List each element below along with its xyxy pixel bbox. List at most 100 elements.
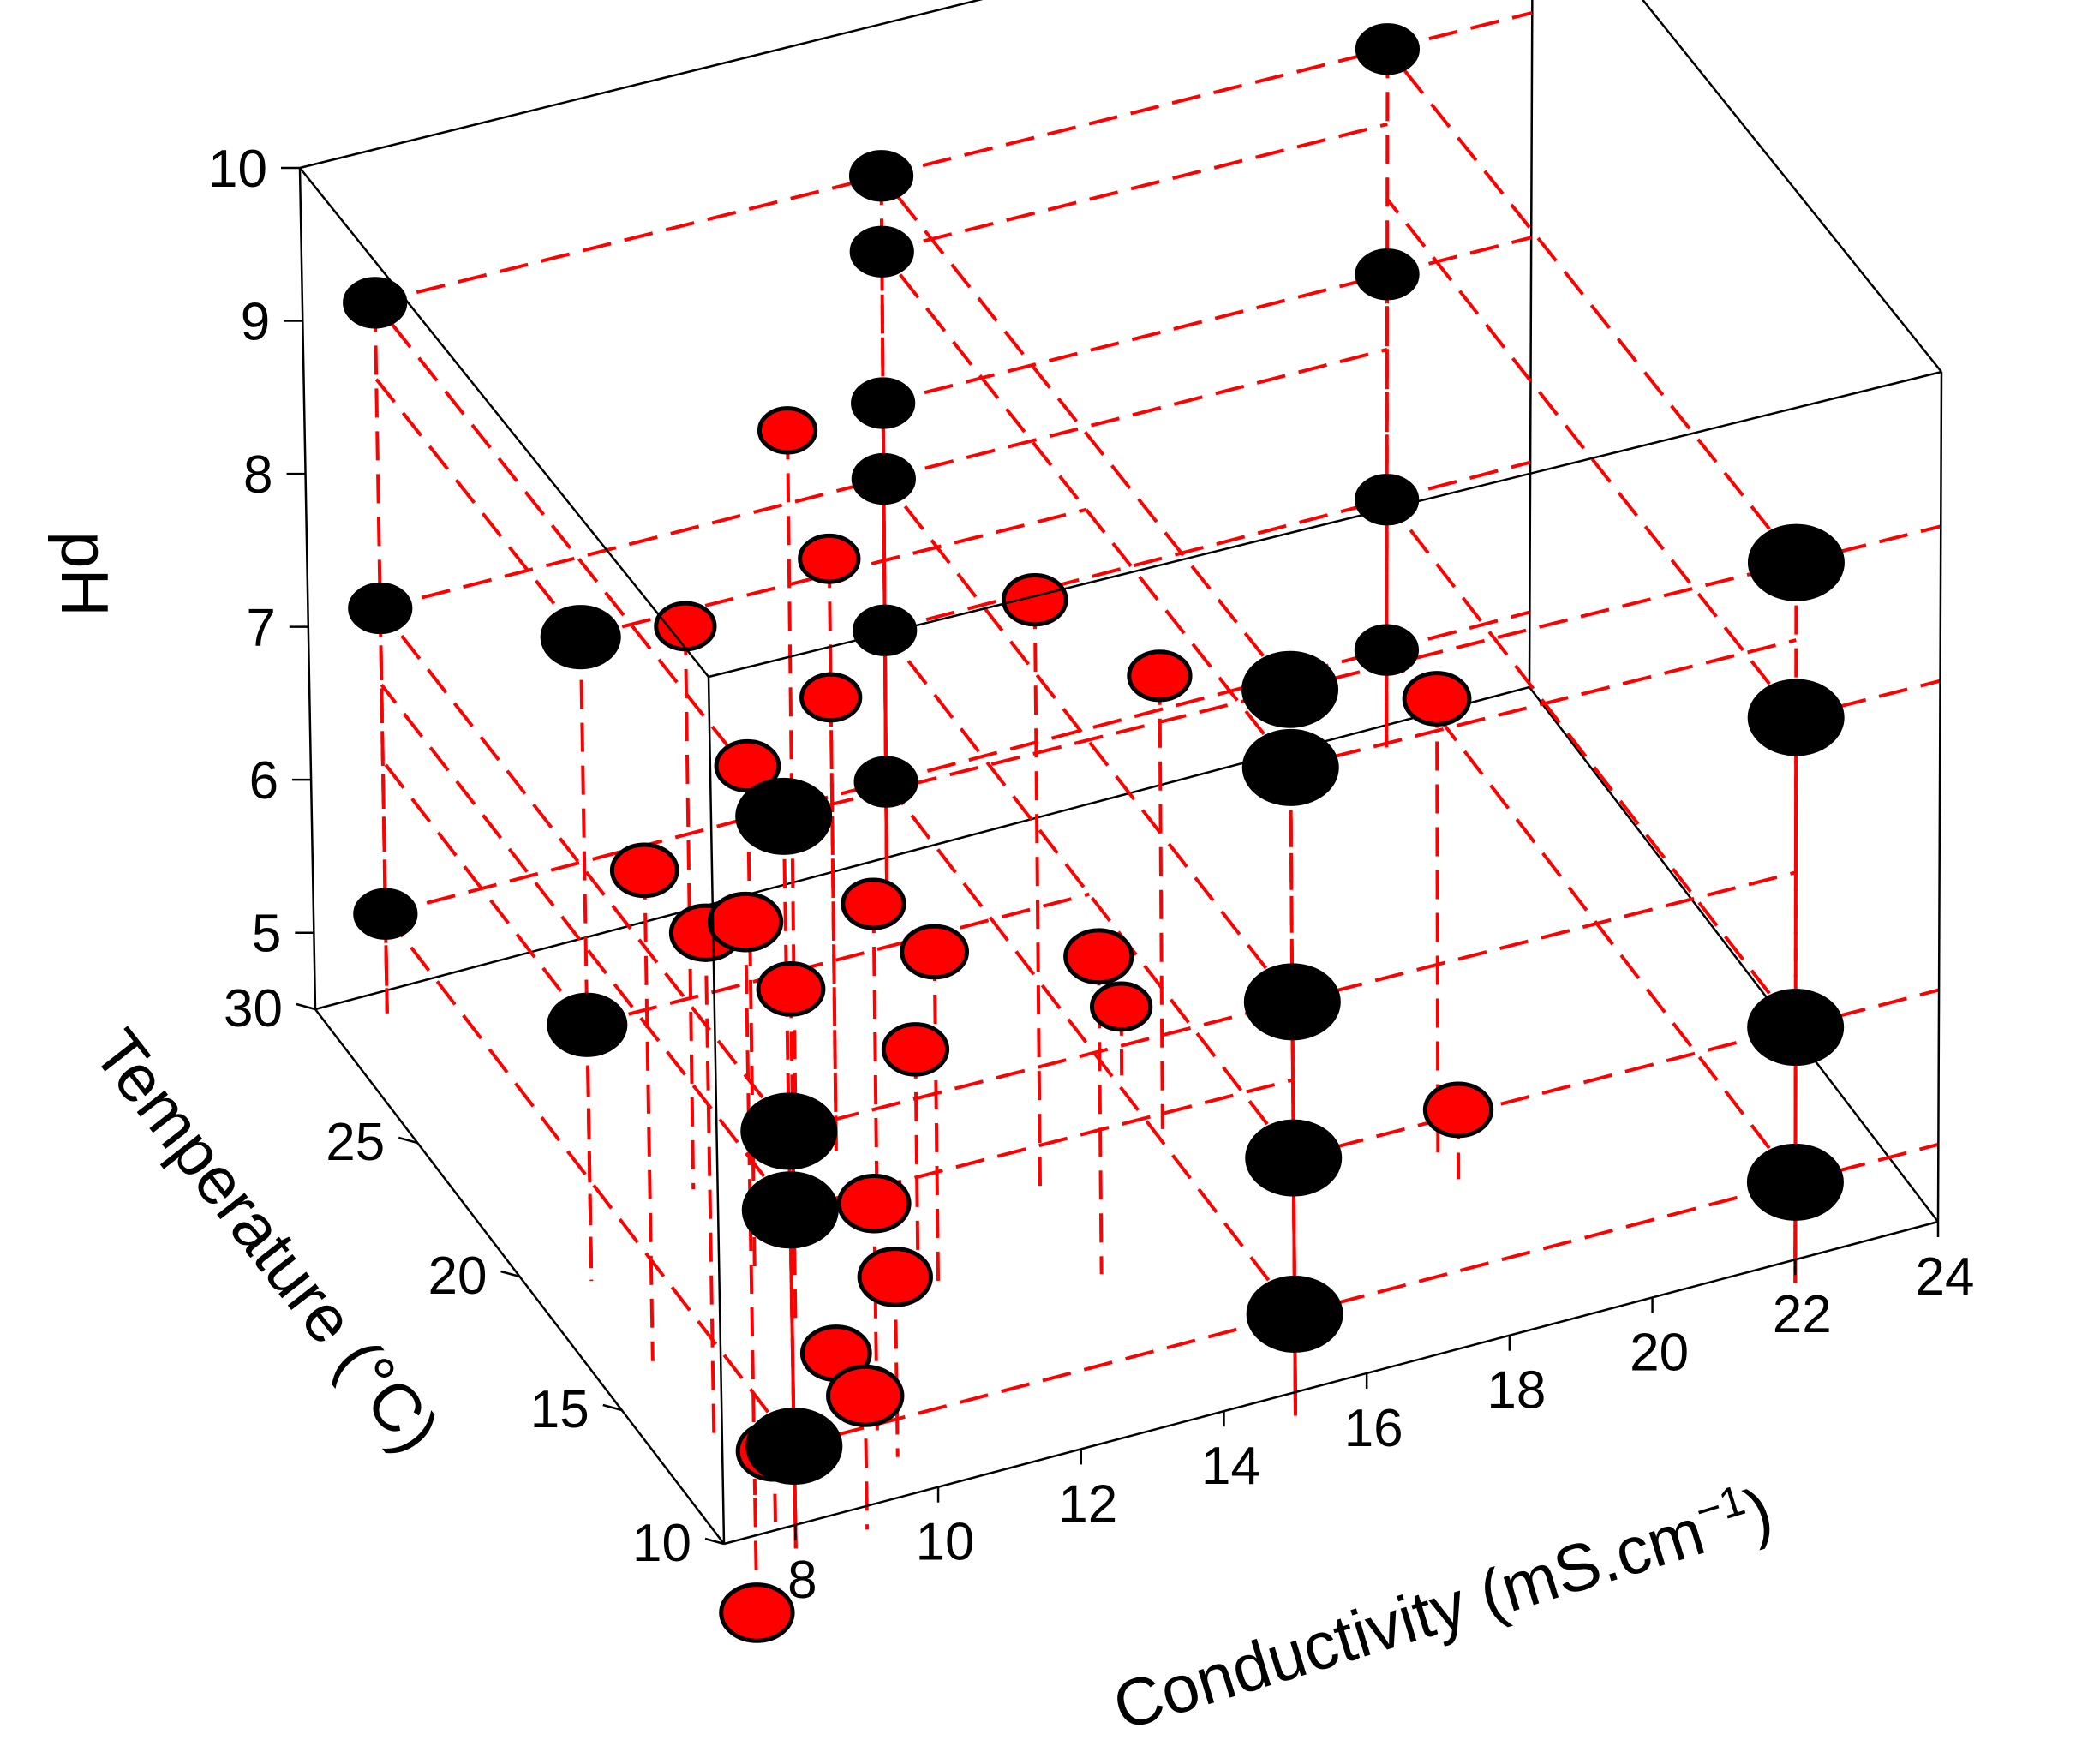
conductivity-tick-label: 10 bbox=[916, 1513, 975, 1572]
data-point-black bbox=[849, 225, 914, 278]
temperature-tick-label: 10 bbox=[632, 1514, 691, 1573]
data-point-black bbox=[741, 1171, 839, 1249]
plot-box-back-edges bbox=[298, 0, 1939, 1223]
ph-tick-label: 5 bbox=[252, 905, 281, 964]
data-point-red bbox=[756, 961, 826, 1017]
box-edge-back bbox=[298, 167, 317, 1010]
conductivity-tick-label: 16 bbox=[1344, 1399, 1403, 1458]
drop-line-vertical bbox=[786, 430, 798, 1098]
plot-box-front-edges bbox=[299, 0, 1943, 1546]
drop-line-vertical bbox=[893, 1277, 900, 1457]
drop-line-vertical bbox=[643, 870, 655, 1361]
drop-line-vertical bbox=[829, 697, 838, 1151]
drop-line-x bbox=[380, 477, 884, 610]
data-point-red bbox=[1001, 573, 1068, 627]
drop-line-x bbox=[1294, 1180, 1796, 1316]
drop-line-vertical bbox=[373, 302, 389, 1014]
data-point-black bbox=[353, 888, 418, 940]
temperature-tick bbox=[602, 1403, 623, 1412]
data-point-black bbox=[1241, 650, 1339, 728]
ph-tick-label: 9 bbox=[241, 293, 270, 352]
drop-line-vertical bbox=[871, 904, 879, 1205]
data-point-black bbox=[848, 150, 914, 202]
drop-line-x bbox=[374, 174, 882, 305]
drop-line-vertical bbox=[703, 932, 716, 1442]
data-point-red bbox=[654, 601, 717, 652]
ph-tick-label: 6 bbox=[249, 751, 278, 810]
box-edge-back bbox=[1529, 686, 1939, 1223]
conductivity-tick-label: 24 bbox=[1916, 1247, 1975, 1307]
data-point-red bbox=[900, 924, 970, 980]
data-point-black bbox=[853, 604, 918, 656]
data-point-black bbox=[1746, 1143, 1844, 1221]
data-point-black bbox=[547, 992, 628, 1057]
data-point-black bbox=[1747, 523, 1845, 601]
drop-line-x bbox=[788, 1000, 1293, 1133]
drop-line-x bbox=[882, 347, 1388, 481]
drop-line-vertical bbox=[913, 1049, 920, 1259]
data-point-black bbox=[745, 1407, 843, 1485]
box-edge-front bbox=[1936, 371, 1943, 1223]
data-point-black bbox=[1355, 248, 1420, 301]
data-point-black bbox=[1243, 963, 1341, 1041]
data-point-black bbox=[735, 777, 833, 855]
ph-axis-title: pH bbox=[47, 531, 123, 617]
box-edge-front bbox=[299, 167, 709, 678]
data-point-red bbox=[707, 891, 784, 953]
box-edge-front bbox=[1641, 0, 1942, 373]
drop-line-y bbox=[880, 250, 1292, 769]
conductivity-tick-label: 8 bbox=[787, 1551, 817, 1610]
drop-line-x bbox=[881, 47, 1388, 178]
data-point-red bbox=[799, 672, 863, 723]
temperature-tick-label: 25 bbox=[326, 1113, 385, 1172]
box-edge-back bbox=[299, 0, 984, 170]
drop-line-y bbox=[381, 760, 589, 1026]
data-point-red bbox=[857, 1247, 933, 1307]
temperature-tick bbox=[704, 1537, 725, 1546]
data-point-red bbox=[1422, 1081, 1494, 1139]
box-edge-back bbox=[1528, 0, 1534, 688]
drop-line-vertical bbox=[788, 989, 798, 1324]
data-point-black bbox=[1246, 1275, 1343, 1353]
data-point-black bbox=[348, 582, 413, 635]
conductivity-tick-label: 20 bbox=[1630, 1323, 1689, 1382]
drop-line-x bbox=[884, 498, 1388, 632]
temperature-tick-label: 15 bbox=[530, 1380, 589, 1439]
drop-line-vertical bbox=[1435, 698, 1440, 1153]
temperature-tick bbox=[398, 1136, 418, 1145]
data-point-black bbox=[1354, 624, 1420, 676]
drop-line-vertical bbox=[744, 922, 757, 1496]
data-point-red bbox=[836, 1174, 912, 1234]
data-point-red bbox=[609, 842, 679, 899]
data-point-black bbox=[1355, 474, 1420, 526]
conductivity-axis-title: Conductivity (mS.cm−1) bbox=[1104, 1469, 1780, 1744]
ph-tick-label: 7 bbox=[246, 599, 275, 658]
box-edge-front bbox=[707, 676, 726, 1545]
drop-line-y bbox=[882, 477, 1294, 1003]
data-point-black bbox=[1747, 679, 1845, 756]
temperature-tick bbox=[296, 1002, 316, 1011]
conductivity-tick-label: 14 bbox=[1201, 1437, 1260, 1496]
drop-line-y bbox=[1385, 649, 1798, 1184]
data-point-black bbox=[1355, 23, 1421, 75]
drop-line-vertical bbox=[578, 637, 594, 1282]
drop-line-y bbox=[880, 175, 1292, 691]
drop-line-x bbox=[1289, 560, 1797, 691]
data-point-red bbox=[826, 1364, 905, 1427]
conductivity-tick-label: 18 bbox=[1487, 1361, 1546, 1420]
drop-line-x bbox=[1291, 870, 1797, 1004]
data-points bbox=[343, 23, 1845, 1643]
data-point-red bbox=[1127, 649, 1193, 703]
drop-line-vertical bbox=[1158, 675, 1164, 1129]
temperature-tick bbox=[500, 1270, 520, 1278]
drop-line-y bbox=[374, 378, 583, 638]
data-point-red bbox=[757, 406, 818, 455]
drop-line-y bbox=[384, 912, 796, 1448]
drop-line-y bbox=[1385, 499, 1798, 1029]
data-point-red bbox=[841, 877, 906, 930]
box-edge-back bbox=[314, 685, 1530, 1011]
box-edge-front bbox=[708, 370, 1942, 679]
data-point-black bbox=[1245, 1119, 1343, 1197]
drop-line-vertical bbox=[788, 1210, 798, 1549]
